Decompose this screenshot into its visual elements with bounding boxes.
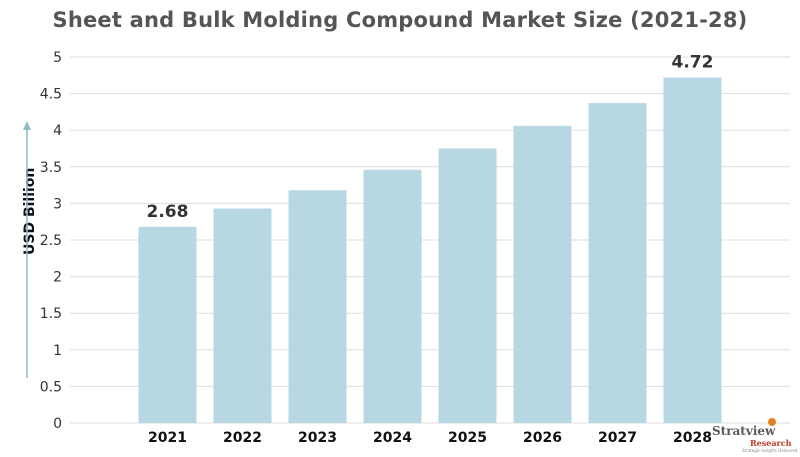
y-tick-label: 1 bbox=[53, 343, 62, 359]
y-tick-label: 3.5 bbox=[40, 160, 62, 176]
y-tick-label: 1.5 bbox=[40, 306, 62, 322]
chart-title: Sheet and Bulk Molding Compound Market S… bbox=[52, 8, 748, 32]
x-tick-label: 2021 bbox=[148, 430, 187, 446]
y-tick-label: 0.5 bbox=[40, 379, 62, 395]
bar bbox=[438, 148, 497, 423]
bar bbox=[663, 77, 722, 423]
x-tick-label: 2028 bbox=[673, 430, 712, 446]
x-tick-label: 2027 bbox=[598, 430, 637, 446]
logo-name: Stratview bbox=[712, 424, 776, 438]
bar bbox=[588, 103, 647, 423]
logo-mark-icon bbox=[768, 418, 776, 426]
y-tick-label: 4.5 bbox=[40, 87, 62, 103]
y-tick-label: 4 bbox=[53, 123, 62, 139]
bar bbox=[513, 125, 572, 424]
y-tick-label: 2 bbox=[53, 270, 62, 286]
y-tick-label: 5 bbox=[53, 50, 62, 66]
bar bbox=[288, 190, 347, 423]
y-tick-label: 3 bbox=[53, 196, 62, 212]
x-tick-label: 2023 bbox=[298, 430, 337, 446]
bar bbox=[213, 208, 272, 423]
y-axis-arrow-icon bbox=[23, 121, 31, 130]
logo-tagline: Strategic Insights Delivered bbox=[742, 448, 798, 453]
x-tick-label: 2024 bbox=[373, 430, 412, 446]
y-tick-label: 2.5 bbox=[40, 233, 62, 249]
x-tick-label: 2025 bbox=[448, 430, 487, 446]
y-tick-label: 0 bbox=[53, 416, 62, 432]
x-tick-label: 2022 bbox=[223, 430, 262, 446]
data-label: 4.72 bbox=[672, 52, 714, 72]
bar bbox=[138, 226, 197, 423]
x-tick-label: 2026 bbox=[523, 430, 562, 446]
data-label: 2.68 bbox=[147, 202, 189, 222]
logo-sub: Research bbox=[750, 438, 792, 448]
bar bbox=[363, 169, 422, 423]
brand-logo: Stratview Research Strategic Insights De… bbox=[708, 418, 798, 454]
